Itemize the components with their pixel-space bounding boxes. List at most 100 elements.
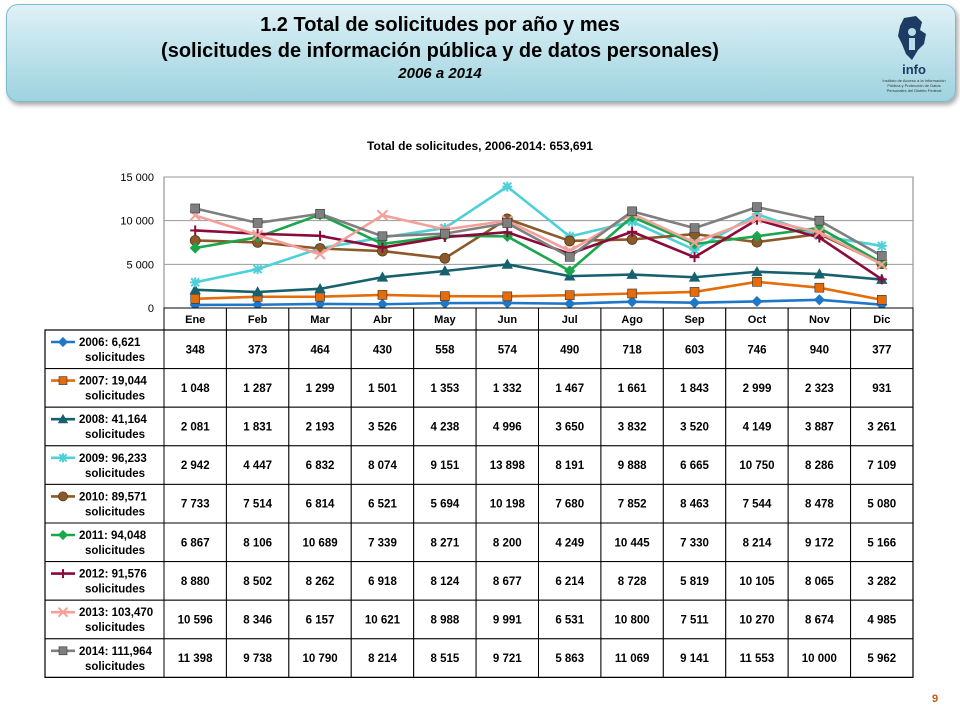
data-point	[314, 248, 326, 260]
data-point	[813, 268, 826, 279]
series-line-3	[195, 263, 882, 294]
year-range: 2006 a 2014	[398, 65, 482, 82]
data-point	[190, 203, 201, 214]
x-stroke	[813, 226, 826, 238]
data-label: 6 214	[555, 576, 584, 588]
table-cell	[475, 522, 540, 563]
data-label: 1 467	[555, 383, 584, 395]
table-cell	[163, 522, 227, 563]
data-point	[751, 230, 763, 242]
x-stroke	[751, 212, 763, 225]
table-cell	[538, 561, 602, 601]
data-label: 8 502	[243, 576, 272, 588]
data-label: 1 332	[493, 383, 522, 395]
data-label: 8 478	[805, 499, 834, 511]
data-label: 4 249	[555, 537, 584, 549]
series-line-6	[194, 213, 883, 273]
category-label: Nov	[809, 314, 831, 326]
legend-label: 2014: 111,964	[79, 646, 153, 658]
data-point	[876, 258, 888, 271]
data-label: 4 996	[493, 422, 522, 434]
data-point	[626, 268, 638, 279]
data-point	[314, 283, 326, 294]
x-stroke	[314, 248, 326, 260]
table-cell	[413, 329, 477, 370]
data-label: 6 814	[306, 499, 335, 511]
legend-label-unit: solicitudes	[85, 352, 145, 364]
data-label: 1 831	[243, 422, 272, 434]
x-stroke	[57, 606, 69, 618]
data-label: 464	[310, 344, 330, 356]
data-point	[502, 218, 513, 228]
data-label: 2 323	[805, 383, 834, 395]
data-label: 7 511	[680, 615, 709, 627]
data-label: 10 596	[178, 615, 213, 627]
table-cell	[662, 522, 727, 563]
legend-label-unit: solicitudes	[85, 506, 145, 518]
data-label: 5 962	[867, 653, 896, 665]
table-cell	[475, 406, 540, 447]
data-label: 8 214	[368, 653, 397, 665]
data-label: 10 621	[365, 615, 401, 627]
table-cell	[413, 522, 477, 563]
table-cell	[413, 561, 477, 601]
table-cell	[600, 561, 664, 601]
star-stroke	[877, 241, 887, 251]
series-line-1	[195, 298, 882, 307]
data-point	[689, 252, 700, 263]
x-stroke	[688, 236, 701, 249]
data-label: 1 048	[181, 383, 210, 395]
data-point	[689, 223, 700, 233]
category-label: May	[434, 314, 456, 326]
data-label: 5 080	[867, 499, 896, 511]
data-point	[376, 209, 389, 221]
table-cell	[725, 599, 789, 640]
data-point	[688, 236, 701, 249]
data-label: 3 526	[368, 422, 397, 434]
data-label: 8 988	[430, 615, 459, 627]
table-cell	[288, 522, 352, 563]
data-point	[627, 226, 638, 237]
data-label: 7 544	[743, 499, 772, 511]
category-label: Ago	[621, 314, 643, 326]
data-label: 940	[810, 344, 829, 356]
legend-label-unit: solicitudes	[85, 584, 145, 596]
category-label: Feb	[248, 314, 268, 326]
table-cell	[350, 329, 415, 370]
table-cell	[475, 368, 540, 408]
data-label: 5 819	[680, 576, 709, 588]
category-label: Mar	[310, 314, 330, 326]
data-label: 8 674	[805, 615, 834, 627]
table-cell	[350, 406, 415, 447]
table-cell	[163, 561, 227, 601]
data-label: 13 898	[490, 460, 526, 472]
table-cell	[288, 638, 352, 678]
series-line-2	[195, 280, 883, 302]
data-point	[377, 290, 388, 300]
data-label: 2 081	[181, 422, 210, 434]
data-label: 574	[498, 344, 518, 356]
table-border	[44, 329, 914, 678]
data-label: 10 800	[615, 615, 650, 627]
y-tick-label: 0	[148, 303, 154, 315]
table-cell	[538, 368, 602, 408]
table-cell	[225, 368, 290, 408]
data-point	[501, 258, 513, 269]
data-label: 2 942	[181, 460, 210, 472]
data-label: 931	[872, 383, 892, 395]
table-cell	[163, 368, 227, 408]
title-banner	[6, 4, 956, 102]
data-label: 1 843	[680, 383, 709, 395]
table-cell	[600, 638, 664, 678]
table-cell	[538, 522, 602, 563]
data-label: 5 863	[555, 653, 584, 665]
page-number: 9	[932, 693, 939, 705]
data-point	[876, 274, 887, 285]
data-label: 6 832	[306, 460, 335, 472]
legend-marker	[58, 453, 68, 463]
data-label: 11 398	[178, 653, 213, 665]
legend-label-unit: solicitudes	[85, 622, 145, 634]
data-label: 1 501	[368, 383, 397, 395]
table-cell	[288, 368, 352, 408]
data-point	[751, 212, 763, 225]
